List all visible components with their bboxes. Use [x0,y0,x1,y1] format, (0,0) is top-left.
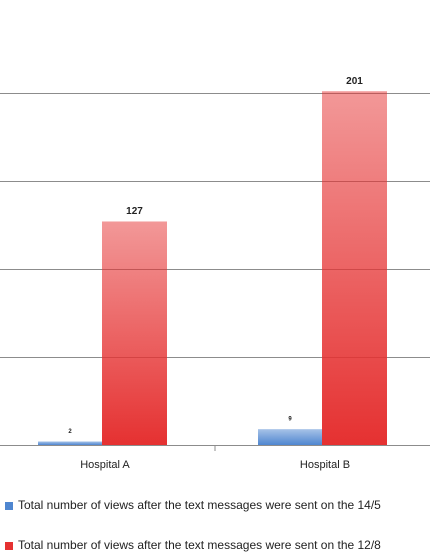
x-tick-label: Hospital B [300,459,350,471]
bar [102,221,167,445]
legend-label: Total number of views after the text mes… [18,538,381,552]
bar [322,91,387,446]
value-label: 2 [68,429,72,435]
legend-swatch [5,502,13,510]
value-label: 127 [126,206,143,217]
legend-label: Total number of views after the text mes… [18,498,381,512]
bar [258,429,322,445]
bar [38,441,102,445]
legend-swatch [5,542,13,550]
value-label: 9 [288,417,292,423]
x-tick-label: Hospital A [80,459,130,471]
value-label: 201 [346,76,363,87]
